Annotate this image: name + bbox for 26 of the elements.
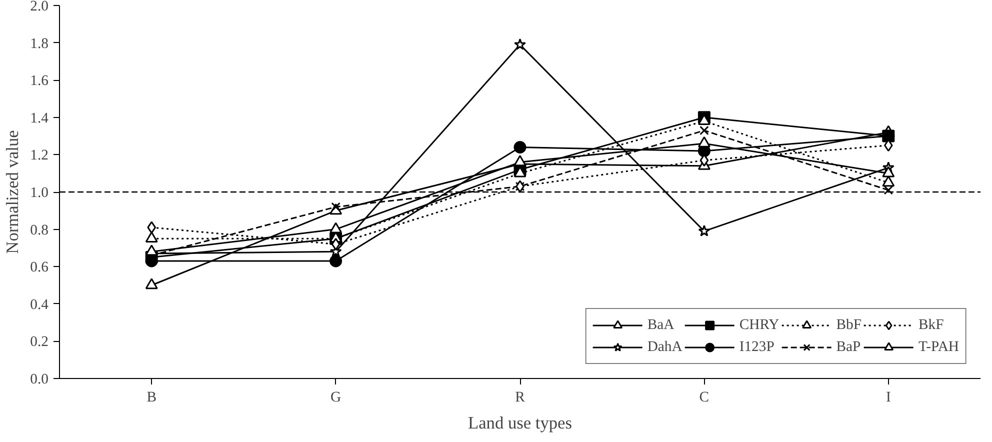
x-tick-label: I bbox=[886, 390, 891, 406]
legend-label: DahA bbox=[647, 338, 682, 356]
y-tick-label: 0.8 bbox=[30, 222, 49, 238]
legend-label: I123P bbox=[739, 338, 774, 356]
y-tick-label: 1.0 bbox=[30, 185, 49, 201]
y-tick-label: 0.6 bbox=[30, 260, 49, 276]
legend-label: T-PAH bbox=[918, 338, 959, 356]
legend-label: BaA bbox=[647, 316, 674, 334]
x-axis-title: Land use types bbox=[468, 414, 572, 432]
legend-label: BaP bbox=[836, 338, 861, 356]
x-tick-label: B bbox=[146, 390, 157, 406]
y-tick-label: 1.6 bbox=[30, 73, 49, 90]
y-tick-label: 1.2 bbox=[30, 148, 49, 164]
legend-label: CHRY bbox=[739, 316, 780, 334]
x-tick-label: G bbox=[330, 390, 342, 406]
y-axis-title: Normalized value bbox=[3, 130, 22, 254]
x-tick-label: R bbox=[515, 390, 526, 406]
legend-label: BbF bbox=[836, 316, 862, 334]
y-tick-label: 1.4 bbox=[30, 110, 50, 126]
legend-label: BkF bbox=[918, 316, 944, 334]
y-tick-label: 0.2 bbox=[30, 334, 49, 350]
y-tick-label: 0.0 bbox=[30, 372, 49, 388]
y-tick-label: 0.4 bbox=[30, 296, 50, 313]
y-tick-label: 1.8 bbox=[30, 36, 49, 52]
y-tick-label: 2.0 bbox=[30, 0, 49, 14]
x-tick-label: C bbox=[699, 390, 710, 406]
